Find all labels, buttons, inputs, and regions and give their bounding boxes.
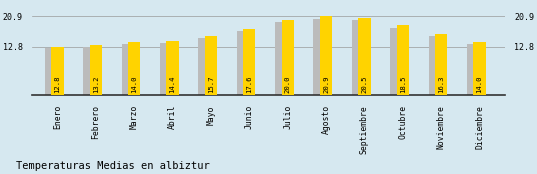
Text: 20.5: 20.5 bbox=[361, 76, 367, 93]
Bar bbox=[397, 25, 409, 95]
Bar bbox=[160, 43, 172, 95]
Text: 14.4: 14.4 bbox=[170, 76, 176, 93]
Bar bbox=[281, 20, 294, 95]
Bar bbox=[320, 16, 332, 95]
Text: Temperaturas Medias en albiztur: Temperaturas Medias en albiztur bbox=[16, 161, 210, 171]
Bar bbox=[474, 42, 485, 95]
Bar bbox=[166, 41, 179, 95]
Text: 16.3: 16.3 bbox=[438, 76, 444, 93]
Text: 20.0: 20.0 bbox=[285, 76, 291, 93]
Bar bbox=[83, 47, 96, 95]
Text: 18.5: 18.5 bbox=[400, 76, 406, 93]
Text: 12.8: 12.8 bbox=[54, 76, 61, 93]
Text: 20.9: 20.9 bbox=[323, 76, 329, 93]
Text: 17.6: 17.6 bbox=[246, 76, 252, 93]
Bar bbox=[435, 34, 447, 95]
Text: 14.0: 14.0 bbox=[131, 76, 137, 93]
Bar bbox=[237, 31, 249, 95]
Bar bbox=[314, 19, 325, 95]
Bar bbox=[467, 44, 479, 95]
Bar bbox=[243, 29, 256, 95]
Bar bbox=[205, 36, 217, 95]
Bar bbox=[358, 18, 371, 95]
Text: 14.0: 14.0 bbox=[476, 76, 483, 93]
Text: 15.7: 15.7 bbox=[208, 76, 214, 93]
Bar bbox=[45, 48, 57, 95]
Bar bbox=[275, 22, 287, 95]
Bar bbox=[121, 44, 134, 95]
Bar bbox=[352, 20, 364, 95]
Bar bbox=[90, 45, 102, 95]
Bar bbox=[128, 42, 140, 95]
Bar bbox=[429, 36, 441, 95]
Text: 13.2: 13.2 bbox=[93, 76, 99, 93]
Bar bbox=[390, 27, 402, 95]
Bar bbox=[52, 47, 63, 95]
Bar bbox=[198, 38, 211, 95]
